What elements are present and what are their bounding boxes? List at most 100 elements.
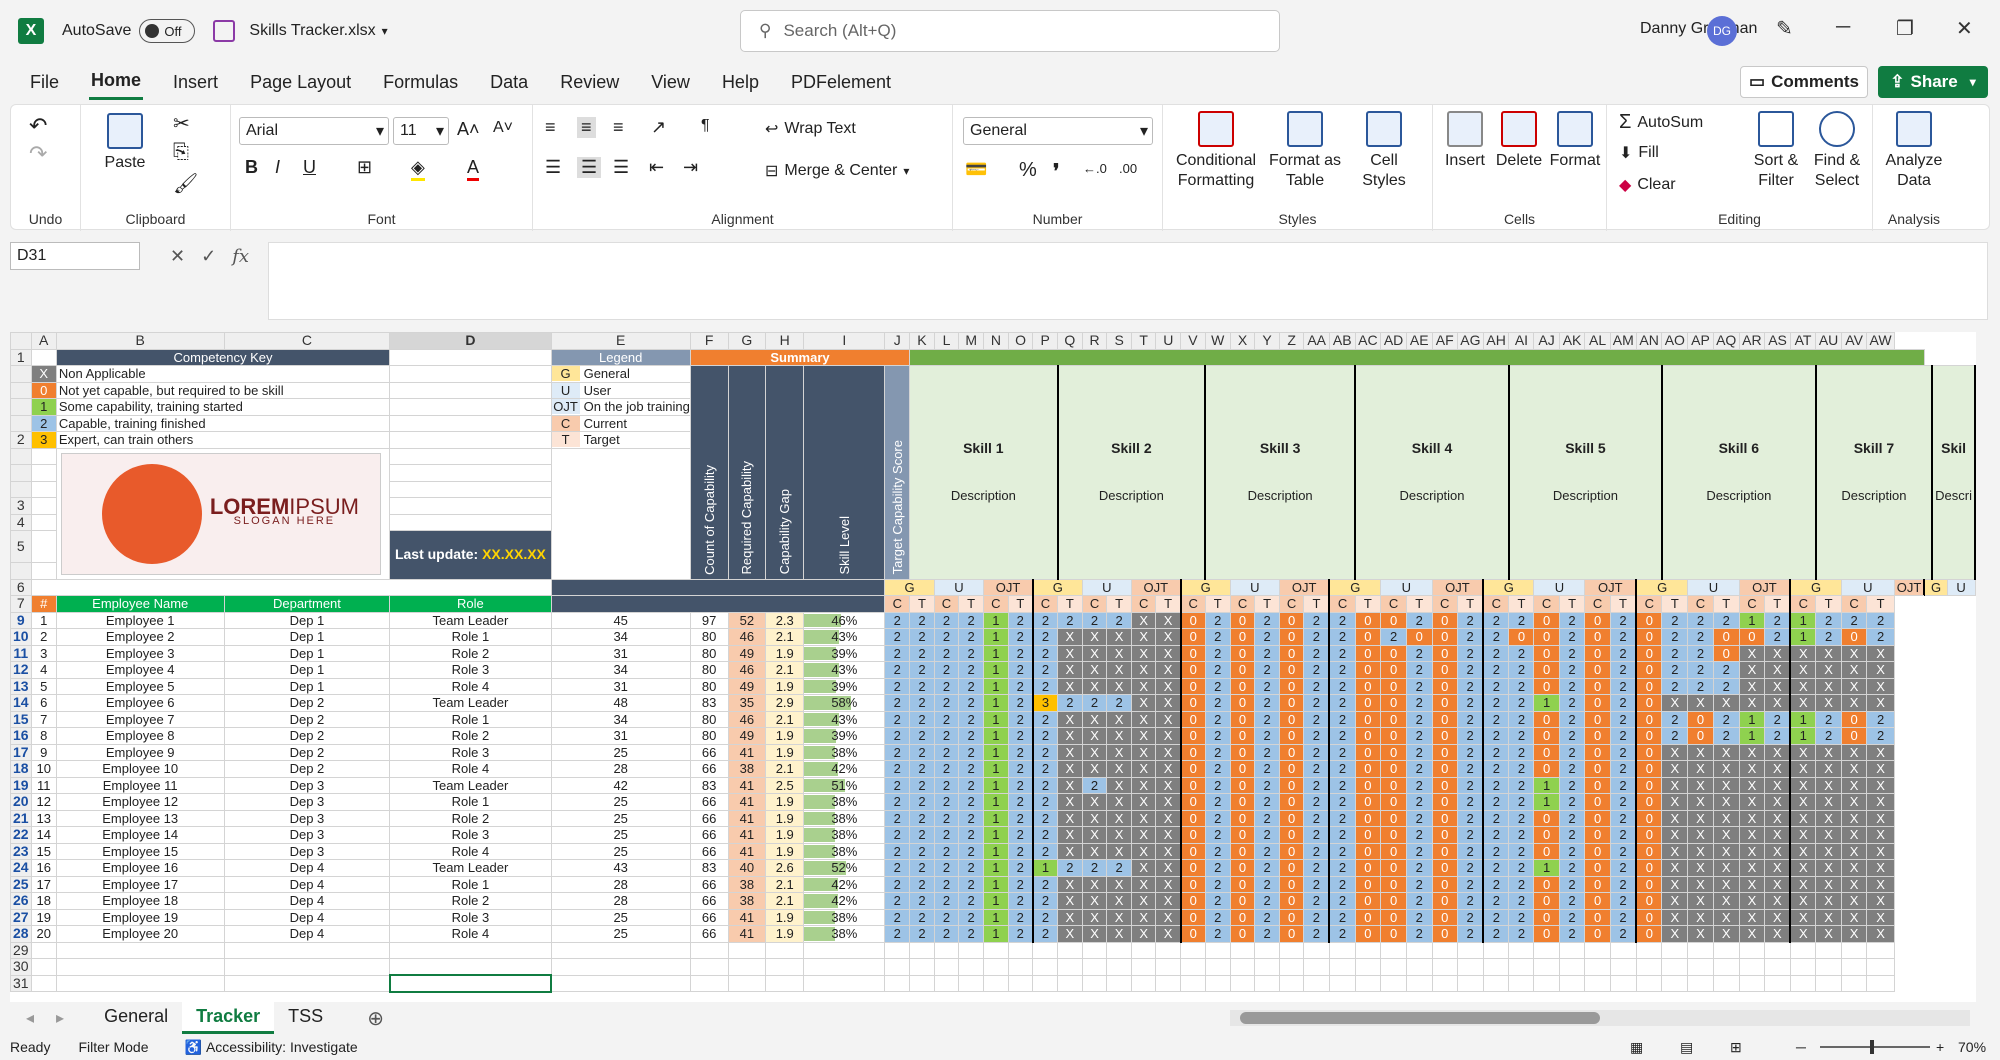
skill-rating[interactable]: 2 <box>1558 908 1586 926</box>
skill-rating[interactable]: 2 <box>1106 694 1132 712</box>
skill-rating[interactable]: 2 <box>909 908 935 926</box>
skill-rating[interactable]: X <box>1130 842 1157 860</box>
skill-rating[interactable]: X <box>1130 826 1157 844</box>
row-header[interactable]: 12 <box>10 661 32 679</box>
skill-rating[interactable]: 2 <box>1558 776 1586 794</box>
employee-name[interactable]: Employee 14 <box>55 826 225 844</box>
skill-rating[interactable]: X <box>1106 760 1132 778</box>
skill-rating[interactable]: 2 <box>1482 611 1510 629</box>
skill-rating[interactable]: X <box>1789 793 1817 811</box>
skill-rating[interactable]: X <box>1081 793 1108 811</box>
skill-rating[interactable]: 2 <box>1204 859 1231 877</box>
skill-rating[interactable]: 1 <box>1533 694 1560 712</box>
employee-name[interactable]: Employee 20 <box>55 925 225 943</box>
skill-rating[interactable]: X <box>1840 842 1868 860</box>
skill-rating[interactable]: 2 <box>1032 892 1059 910</box>
save-icon[interactable] <box>213 20 236 42</box>
row-header[interactable]: 19 <box>10 776 32 794</box>
skill-rating[interactable]: 2 <box>958 793 985 811</box>
skill-rating[interactable]: 2 <box>909 925 935 943</box>
skill-rating[interactable]: 0 <box>1380 925 1407 943</box>
skill-rating[interactable]: X <box>1155 611 1182 629</box>
skill-rating[interactable]: X <box>1661 743 1689 761</box>
skill-rating[interactable]: X <box>1081 908 1108 926</box>
skill-rating[interactable]: X <box>1866 760 1895 778</box>
skill-rating[interactable]: 2 <box>1457 793 1485 811</box>
target-capability-score[interactable]: 43% <box>803 710 886 728</box>
cell[interactable] <box>727 974 767 992</box>
skill-rating[interactable]: 2 <box>884 809 911 827</box>
row-header[interactable]: 24 <box>10 859 32 877</box>
skill-level[interactable]: 2.5 <box>765 776 805 794</box>
cell[interactable] <box>1130 958 1157 976</box>
skill-rating[interactable]: 2 <box>1032 842 1059 860</box>
column-header[interactable]: Z <box>1278 332 1305 350</box>
skill-rating[interactable]: X <box>1155 859 1182 877</box>
skill-rating[interactable]: 0 <box>1354 908 1382 926</box>
cell[interactable] <box>1081 958 1108 976</box>
skill-rating[interactable]: 2 <box>1303 694 1331 712</box>
skill-rating[interactable]: 2 <box>1558 892 1586 910</box>
cell[interactable] <box>1457 974 1484 992</box>
cell[interactable] <box>1609 974 1637 992</box>
cell[interactable] <box>983 958 1009 976</box>
skill-rating[interactable]: X <box>1130 875 1157 893</box>
skill-rating[interactable]: 0 <box>1840 727 1868 745</box>
zoom-out-icon[interactable]: ─ <box>1796 1039 1806 1055</box>
number-format-select[interactable]: General ▾ <box>963 117 1153 145</box>
font-color-icon[interactable]: A <box>467 157 480 181</box>
row-header[interactable]: 21 <box>10 809 32 827</box>
skill-rating[interactable]: 2 <box>1558 628 1586 646</box>
target-capability-score[interactable]: 51% <box>803 776 886 794</box>
skill-rating[interactable]: 2 <box>1007 727 1034 745</box>
skill-rating[interactable]: 2 <box>1508 727 1535 745</box>
skill-rating[interactable]: 0 <box>1431 694 1458 712</box>
skill-rating[interactable]: 0 <box>1431 908 1458 926</box>
skill-rating[interactable]: X <box>1866 875 1895 893</box>
capability-gap[interactable]: 41 <box>727 908 767 926</box>
skill-rating[interactable]: 0 <box>1354 793 1382 811</box>
capability-count[interactable]: 28 <box>550 875 691 893</box>
skill-rating[interactable]: 0 <box>1584 628 1611 646</box>
skill-rating[interactable]: X <box>1764 859 1792 877</box>
skill-rating[interactable]: 0 <box>1229 776 1256 794</box>
employee-department[interactable]: Dep 1 <box>223 661 391 679</box>
target-capability-score[interactable]: 42% <box>803 875 886 893</box>
skill-rating[interactable]: 2 <box>1405 875 1433 893</box>
employee-number[interactable]: 5 <box>30 677 57 695</box>
required-capability[interactable]: 83 <box>689 694 729 712</box>
skill-rating[interactable]: X <box>1840 743 1868 761</box>
skill-rating[interactable]: 2 <box>1661 628 1689 646</box>
skill-rating[interactable]: 2 <box>1764 611 1792 629</box>
font-size-select[interactable]: 11 ▾ <box>393 117 449 145</box>
skill-rating[interactable]: 1 <box>983 710 1009 728</box>
skill-rating[interactable]: 2 <box>1204 875 1231 893</box>
skill-rating[interactable]: 2 <box>1405 908 1433 926</box>
skill-rating[interactable]: X <box>1155 760 1182 778</box>
employee-number[interactable]: 12 <box>30 793 57 811</box>
employee-role[interactable]: Team Leader <box>389 776 552 794</box>
skill-rating[interactable]: 0 <box>1635 628 1663 646</box>
skill-rating[interactable]: 0 <box>1229 727 1256 745</box>
skill-level[interactable]: 2.1 <box>765 628 805 646</box>
skill-rating[interactable]: X <box>1764 908 1792 926</box>
skill-rating[interactable]: 0 <box>1278 628 1305 646</box>
skill-rating[interactable]: 0 <box>1431 925 1458 943</box>
cell-styles-button[interactable]: Cell Styles <box>1349 111 1419 191</box>
cell[interactable] <box>803 941 886 959</box>
skill-rating[interactable]: 0 <box>1635 661 1663 679</box>
column-header[interactable]: AT <box>1789 332 1817 350</box>
skill-rating[interactable]: 2 <box>1609 628 1638 646</box>
skill-rating[interactable]: 2 <box>1081 694 1108 712</box>
skill-rating[interactable]: 0 <box>1840 628 1868 646</box>
skill-rating[interactable]: 2 <box>1609 694 1638 712</box>
cell[interactable] <box>55 941 225 959</box>
skill-rating[interactable]: 2 <box>1303 859 1331 877</box>
skill-rating[interactable]: X <box>1057 925 1083 943</box>
skill-rating[interactable]: X <box>1057 793 1083 811</box>
skill-rating[interactable]: 2 <box>1457 727 1485 745</box>
skill-rating[interactable]: X <box>1815 644 1842 662</box>
skill-rating[interactable]: 2 <box>1007 826 1034 844</box>
skill-rating[interactable]: X <box>1687 892 1714 910</box>
status-accessibility[interactable]: Accessibility: Investigate <box>205 1039 358 1055</box>
